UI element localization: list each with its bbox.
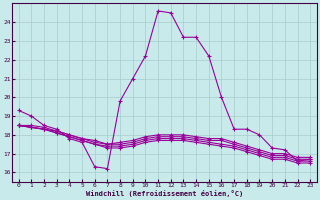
X-axis label: Windchill (Refroidissement éolien,°C): Windchill (Refroidissement éolien,°C) xyxy=(86,190,243,197)
